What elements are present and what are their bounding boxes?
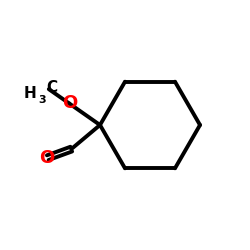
Text: 3: 3 (39, 96, 46, 106)
Text: O: O (62, 94, 77, 112)
Text: H: H (24, 86, 36, 101)
Text: O: O (39, 149, 54, 167)
Text: C: C (46, 80, 58, 96)
